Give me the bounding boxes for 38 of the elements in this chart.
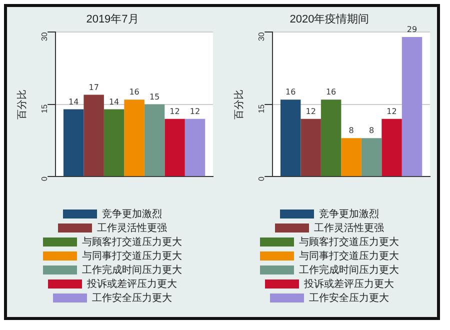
legend-label: 与同事打交道压力更大 [299, 250, 399, 262]
data-label: 17 [88, 82, 99, 92]
y-tick-label: 15 [40, 104, 49, 114]
y-tick-label: 30 [40, 32, 49, 42]
legend-label: 工作完成时间压力更大 [82, 264, 182, 276]
data-label: 16 [285, 88, 296, 97]
y-tick-label: 15 [256, 104, 266, 114]
legend-label: 工作完成时间压力更大 [299, 264, 399, 276]
legend-label: 竞争更加激烈 [102, 208, 162, 220]
legend-label: 与同事打交道压力更大 [82, 250, 182, 262]
legend-label: 工作灵活性更强 [97, 222, 167, 234]
legend-label: 工作灵活性更强 [314, 222, 384, 234]
y-axis-title: 百分比 [232, 89, 245, 120]
legend-label: 投诉或差评压力更大 [86, 278, 177, 290]
data-label: 12 [170, 106, 180, 116]
data-label: 12 [306, 106, 316, 116]
y-tick-label: 0 [256, 176, 266, 182]
y-tick-label: 30 [256, 32, 266, 42]
data-label: 29 [406, 25, 418, 34]
legend-label: 与顾客打交道压力更大 [299, 236, 399, 248]
legend-label: 投诉或差评压力更大 [303, 278, 394, 290]
legend-label: 与顾客打交道压力更大 [82, 236, 182, 248]
data-label: 8 [348, 126, 354, 136]
y-axis-title: 百分比 [16, 89, 28, 120]
data-label: 12 [190, 106, 200, 116]
data-label: 14 [108, 97, 120, 106]
data-label: 16 [326, 88, 336, 97]
y-tick-label: 0 [40, 176, 49, 182]
chart-title: 2020年疫情期间 [290, 12, 370, 26]
data-label: 8 [368, 126, 374, 136]
chart-title: 2019年7月 [86, 14, 139, 26]
data-label: 15 [149, 92, 160, 102]
legend-label: 竞争更加激烈 [319, 208, 379, 220]
data-label: 12 [386, 106, 397, 116]
legend-label: 工作安全压力更大 [309, 292, 389, 304]
data-label: 14 [68, 97, 79, 106]
legend-label: 工作安全压力更大 [92, 292, 172, 304]
data-label: 16 [129, 88, 140, 97]
